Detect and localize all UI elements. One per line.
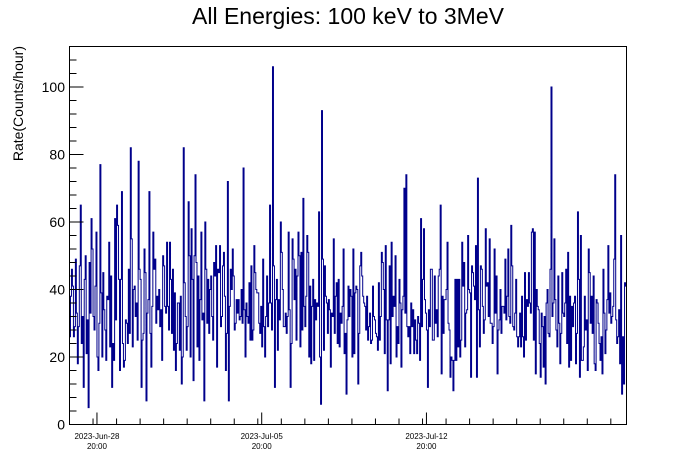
y-tick-label: 40	[49, 282, 65, 298]
x-tick-time-label: 20:00	[87, 442, 108, 451]
x-tick-date-label: 2023-Jul-12	[405, 432, 448, 441]
y-tick-label: 100	[42, 79, 66, 95]
x-axis: 2023-Jun-2820:002023-Jul-0520:002023-Jul…	[69, 412, 612, 451]
y-axis-label: Rate(Counts/hour)	[10, 46, 26, 161]
y-tick-label: 80	[49, 147, 65, 163]
y-tick-label: 20	[49, 349, 65, 365]
x-tick-date-label: 2023-Jul-05	[241, 432, 284, 441]
x-tick-time-label: 20:00	[416, 442, 437, 451]
rate-series-0	[69, 66, 627, 425]
y-axis: 0 20 40 60 80 100	[42, 46, 84, 433]
plot-area	[69, 66, 627, 425]
x-tick-date-label: 2023-Jun-28	[74, 432, 119, 441]
y-tick-label: 0	[57, 417, 65, 433]
chart-title: All Energies: 100 keV to 3MeV	[192, 3, 505, 29]
y-tick-label: 60	[49, 214, 65, 230]
x-tick-time-label: 20:00	[252, 442, 273, 451]
